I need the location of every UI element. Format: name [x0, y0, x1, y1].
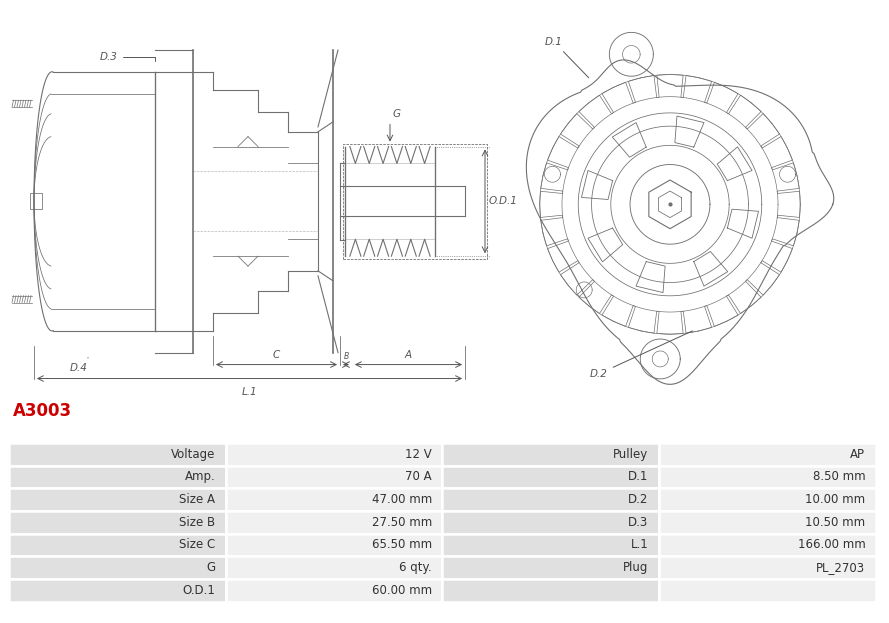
- Bar: [226, 579, 443, 602]
- Bar: [443, 534, 659, 556]
- Text: Size C: Size C: [179, 538, 215, 551]
- Bar: [443, 443, 659, 465]
- Text: PL_2703: PL_2703: [816, 561, 865, 574]
- Bar: [226, 443, 443, 465]
- Text: 8.50 mm: 8.50 mm: [813, 470, 865, 483]
- Bar: [443, 556, 659, 579]
- Bar: [659, 443, 876, 465]
- Text: Size A: Size A: [180, 493, 215, 506]
- Bar: [9, 465, 226, 488]
- Bar: [9, 511, 226, 534]
- Bar: [659, 534, 876, 556]
- Text: O.D.1: O.D.1: [182, 584, 215, 597]
- Bar: [659, 465, 876, 488]
- Text: D.4: D.4: [70, 358, 88, 373]
- Bar: [9, 534, 226, 556]
- Text: Pulley: Pulley: [613, 448, 649, 461]
- Text: D.2: D.2: [590, 331, 693, 379]
- Text: B: B: [343, 351, 348, 361]
- Text: A3003: A3003: [13, 402, 72, 420]
- Text: 47.00 mm: 47.00 mm: [372, 493, 432, 506]
- Text: Plug: Plug: [623, 561, 649, 574]
- Text: G: G: [206, 561, 215, 574]
- Text: 70 A: 70 A: [405, 470, 432, 483]
- Text: C: C: [273, 350, 280, 359]
- Text: Voltage: Voltage: [171, 448, 215, 461]
- Bar: [443, 488, 659, 511]
- Bar: [443, 579, 659, 602]
- Bar: [659, 511, 876, 534]
- Bar: [443, 511, 659, 534]
- Bar: [226, 556, 443, 579]
- Text: 12 V: 12 V: [405, 448, 432, 461]
- Text: 6 qty.: 6 qty.: [399, 561, 432, 574]
- Bar: [9, 579, 226, 602]
- Bar: [9, 443, 226, 465]
- Bar: [9, 556, 226, 579]
- Text: A: A: [404, 350, 412, 359]
- Bar: [226, 465, 443, 488]
- Text: D.1: D.1: [629, 470, 649, 483]
- Text: 166.00 mm: 166.00 mm: [797, 538, 865, 551]
- Text: L.1: L.1: [631, 538, 649, 551]
- Text: 27.50 mm: 27.50 mm: [372, 516, 432, 529]
- Bar: [226, 488, 443, 511]
- Bar: [443, 465, 659, 488]
- Text: 60.00 mm: 60.00 mm: [372, 584, 432, 597]
- Text: 65.50 mm: 65.50 mm: [372, 538, 432, 551]
- Bar: [226, 534, 443, 556]
- Bar: [30, 193, 42, 209]
- Text: D.1: D.1: [545, 37, 589, 78]
- Bar: [659, 556, 876, 579]
- Text: Size B: Size B: [179, 516, 215, 529]
- Text: D.3: D.3: [100, 52, 155, 62]
- Bar: [226, 511, 443, 534]
- Text: 10.50 mm: 10.50 mm: [805, 516, 865, 529]
- Text: AP: AP: [850, 448, 865, 461]
- Text: 10.00 mm: 10.00 mm: [805, 493, 865, 506]
- Text: Amp.: Amp.: [184, 470, 215, 483]
- Bar: [659, 579, 876, 602]
- Text: D.3: D.3: [629, 516, 649, 529]
- Text: O.D.1: O.D.1: [489, 196, 518, 206]
- Bar: [9, 488, 226, 511]
- Bar: [659, 488, 876, 511]
- Text: L.1: L.1: [242, 386, 257, 396]
- Text: G: G: [393, 108, 401, 118]
- Text: D.2: D.2: [629, 493, 649, 506]
